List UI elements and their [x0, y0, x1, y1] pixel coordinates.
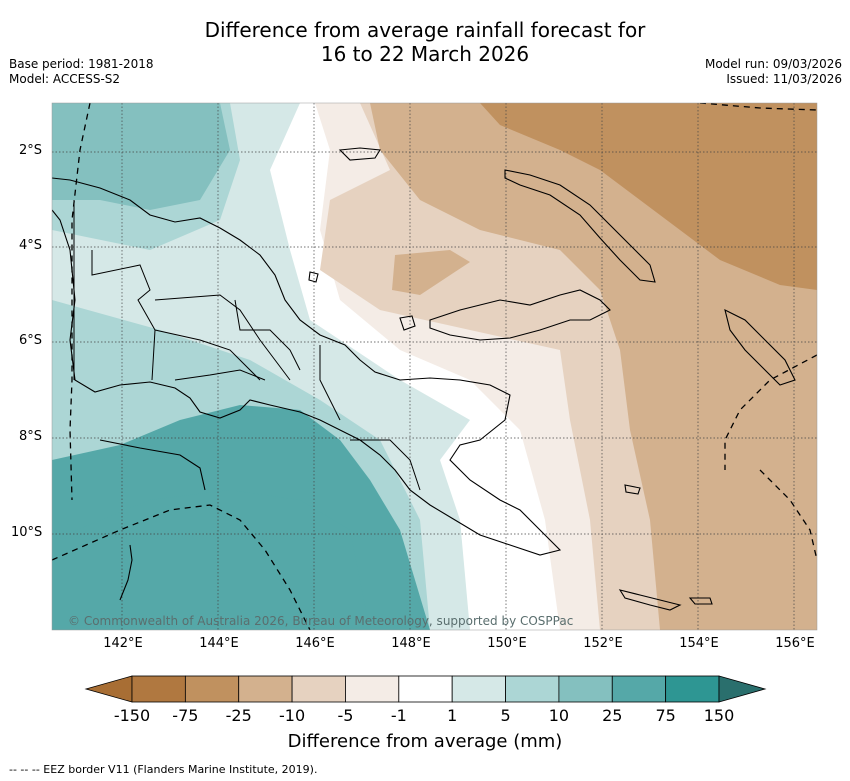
- new-ireland-coast: [504, 169, 656, 283]
- colorbar-box: [291, 675, 346, 703]
- colorbar-tick-label: 150: [703, 706, 735, 725]
- colorbar-tick-label: 5: [500, 706, 511, 725]
- colorbar-box: [345, 675, 400, 703]
- region-dry-patch: [392, 250, 470, 295]
- colorbar-box: [451, 675, 506, 703]
- lat-label: 4°S: [19, 238, 43, 253]
- title-line-2: 16 to 22 March 2026: [320, 42, 530, 66]
- rainfall-field: [52, 103, 817, 630]
- new-britain-coast: [429, 289, 611, 341]
- colorbar-box: [398, 675, 453, 703]
- colorbar-box: [131, 675, 186, 703]
- model-name: Model: ACCESS-S2: [9, 72, 121, 86]
- map-frame: [51, 102, 818, 631]
- colorbar-box: [611, 675, 667, 703]
- title-line-1: Difference from average rainfall forecas…: [204, 18, 646, 42]
- colorbar-tick-label: 10: [548, 706, 570, 725]
- graticule: [52, 103, 817, 630]
- issued-date: Issued: 11/03/2026: [726, 72, 842, 86]
- meta-right: Model run: 09/03/2026 Issued: 11/03/2026: [705, 57, 842, 87]
- cape-york-coast: [119, 544, 133, 601]
- colorbar: [84, 675, 767, 703]
- meta-left: Base period: 1981-2018 Model: ACCESS-S2: [9, 57, 154, 87]
- colorbar-box: [558, 675, 613, 703]
- colorbar-tick-label: -1: [390, 706, 407, 725]
- colorbar-tick-label: -10: [279, 706, 306, 725]
- colorbar-tick-label: -25: [225, 706, 252, 725]
- colorbar-tick-label: 25: [602, 706, 623, 725]
- chart-title: Difference from average rainfall forecas…: [0, 18, 850, 66]
- colorbar-box: [184, 675, 240, 703]
- lat-label: 10°S: [11, 525, 43, 540]
- region-wet-1-5: [52, 103, 580, 630]
- coastlines: [52, 147, 796, 611]
- lon-label: 154°E: [679, 636, 719, 651]
- colorbar-tick-label: 75: [655, 706, 676, 725]
- province-borders: [73, 200, 421, 491]
- model-run: Model run: 09/03/2026: [704, 57, 842, 71]
- lon-label: 148°E: [391, 636, 431, 651]
- trobriand-coast: [624, 484, 641, 495]
- region-wet-north: [52, 103, 230, 210]
- lat-label: 6°S: [19, 333, 43, 348]
- bougainville-coast: [724, 308, 796, 386]
- colorbar-tick-label: -75: [172, 706, 199, 725]
- lon-label: 156°E: [775, 636, 815, 651]
- colorbar-tick-label: 1: [447, 706, 458, 725]
- lat-label: 2°S: [19, 143, 43, 158]
- colorbar-box: [665, 675, 720, 703]
- colorbar-tick-label: -5: [337, 706, 354, 725]
- colorbar-tick-label: -150: [113, 706, 151, 725]
- lon-label: 150°E: [487, 636, 527, 651]
- colorbar-extend-low: [84, 675, 133, 703]
- colorbar-box: [238, 675, 293, 703]
- lon-label: 142°E: [103, 636, 143, 651]
- eez-footnote: -- -- -- EEZ border V11 (Flanders Marine…: [9, 763, 318, 776]
- karkar-coast: [308, 271, 319, 283]
- manus-coast: [338, 147, 381, 161]
- louisiade-coast: [618, 589, 682, 611]
- region-dry-25-75: [480, 103, 817, 290]
- base-period: Base period: 1981-2018: [9, 57, 154, 71]
- region-wet-25-75-core: [52, 490, 370, 630]
- umboi-coast: [399, 315, 416, 331]
- copyright-text: © Commonwealth of Australia 2026, Bureau…: [68, 614, 574, 628]
- colorbar-title: Difference from average (mm): [287, 731, 563, 752]
- lon-label: 152°E: [583, 636, 623, 651]
- lon-label: 146°E: [295, 636, 335, 651]
- fly-river-coast: [99, 439, 206, 491]
- rossel-coast: [688, 597, 713, 605]
- lat-label: 8°S: [19, 429, 43, 444]
- lon-label: 144°E: [199, 636, 239, 651]
- eez-borders: [52, 103, 817, 630]
- colorbar-box: [505, 675, 560, 703]
- colorbar-extend-high: [718, 675, 767, 703]
- new-guinea-coast: [52, 177, 562, 556]
